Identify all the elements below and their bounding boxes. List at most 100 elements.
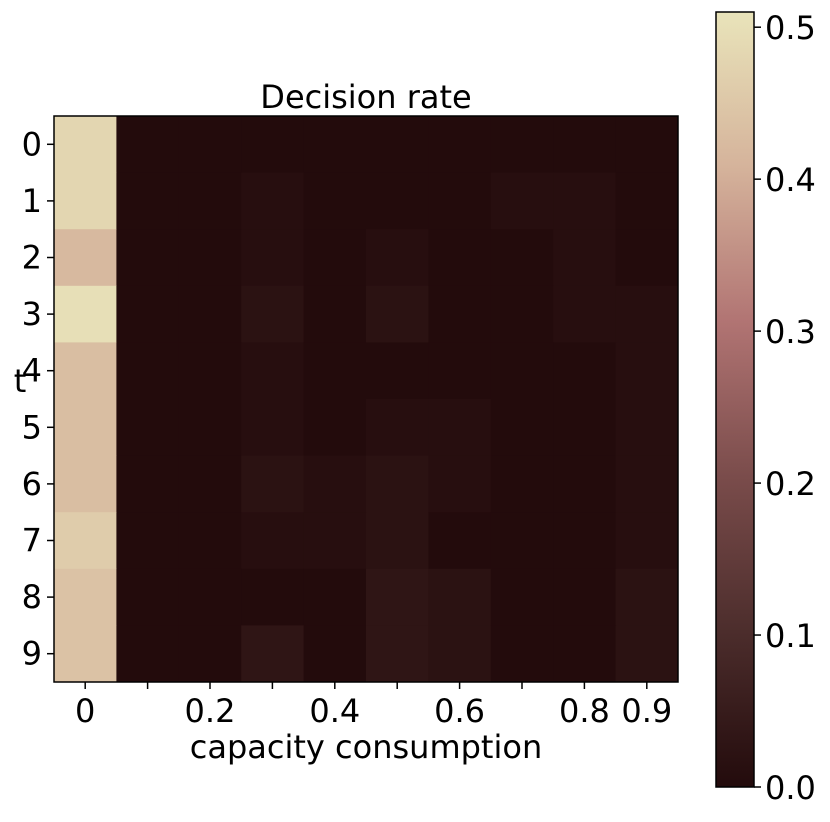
heatmap-cell (366, 399, 429, 457)
heatmap-cell (241, 116, 305, 174)
heatmap-cell (241, 399, 305, 457)
heatmap-cell (490, 399, 554, 457)
heatmap-cell (241, 229, 305, 287)
x-axis-label: capacity consumption (190, 728, 542, 766)
heatmap-cell (615, 342, 679, 400)
heatmap-cell (428, 399, 492, 457)
heatmap-cell (116, 172, 180, 230)
heatmap-cell (490, 229, 554, 287)
heatmap-cell (241, 172, 305, 230)
heatmap-cell (241, 455, 305, 513)
heatmap-cell (490, 116, 554, 174)
heatmap-cell (241, 568, 305, 626)
heatmap-cell (428, 116, 492, 174)
x-tick-label: 0.4 (309, 692, 360, 730)
colorbar-tick-label: 0.5 (765, 9, 816, 47)
heatmap-cell (490, 625, 554, 683)
heatmap-cell (615, 116, 679, 174)
heatmap-cell (490, 342, 554, 400)
chart-title: Decision rate (260, 78, 471, 116)
heatmap-cell (241, 285, 305, 343)
heatmap-cell (303, 172, 367, 230)
heatmap-cell (54, 229, 117, 287)
heatmap-cell (490, 285, 554, 343)
heatmap-cell (428, 625, 492, 683)
heatmap-cell (178, 285, 242, 343)
heatmap-cell (178, 625, 242, 683)
y-tick-label: 3 (22, 295, 42, 333)
heatmap-cell (54, 285, 117, 343)
y-tick-label: 0 (22, 125, 42, 163)
heatmap-cell (241, 512, 305, 570)
x-tick-label: 0 (75, 692, 95, 730)
heatmap-cell (428, 229, 492, 287)
heatmap-cell (303, 229, 367, 287)
heatmap-cell (615, 512, 679, 570)
heatmap-cell (366, 229, 429, 287)
heatmap-cell (366, 342, 429, 400)
heatmap-cell (615, 172, 679, 230)
y-tick-label: 4 (22, 352, 42, 390)
heatmap-cell (615, 625, 679, 683)
heatmap-cell (366, 512, 429, 570)
heatmap-cell (553, 285, 617, 343)
heatmap-cell (303, 568, 367, 626)
y-tick-label: 2 (22, 239, 42, 277)
heatmap-cell (615, 229, 679, 287)
heatmap-cells (54, 116, 679, 683)
heatmap-cell (303, 625, 367, 683)
heatmap-cell (553, 455, 617, 513)
heatmap-cell (116, 625, 180, 683)
y-tick-label: 1 (22, 182, 42, 220)
heatmap-cell (615, 568, 679, 626)
heatmap-cell (615, 455, 679, 513)
heatmap-cell (178, 399, 242, 457)
colorbar (715, 11, 755, 788)
heatmap-cell (366, 455, 429, 513)
colorbar-ticks: 0.0 0.1 0.2 0.3 0.4 0.5 (754, 9, 816, 807)
heatmap-cell (54, 116, 117, 174)
heatmap-cell (428, 342, 492, 400)
heatmap-cell (116, 116, 180, 174)
heatmap-cell (428, 568, 492, 626)
heatmap-cell (553, 342, 617, 400)
heatmap-cell (54, 342, 117, 400)
heatmap-cell (178, 116, 242, 174)
heatmap-cell (366, 285, 429, 343)
heatmap-cell (366, 172, 429, 230)
heatmap-cell (553, 625, 617, 683)
heatmap-cell (553, 512, 617, 570)
heatmap-cell (490, 512, 554, 570)
x-tick-label: 0.6 (434, 692, 485, 730)
y-axis-ticks: 0 1 2 3 4 5 6 7 8 9 (22, 125, 54, 673)
heatmap-cell (116, 512, 180, 570)
heatmap-cell (553, 229, 617, 287)
heatmap-cell (178, 172, 242, 230)
colorbar-tick-label: 0.0 (765, 769, 816, 807)
heatmap-cell (366, 625, 429, 683)
x-tick-label: 0.8 (559, 692, 610, 730)
heatmap-cell (615, 285, 679, 343)
y-tick-label: 6 (22, 465, 42, 503)
heatmap-cell (116, 399, 180, 457)
heatmap-cell (490, 172, 554, 230)
heatmap-cell (615, 399, 679, 457)
heatmap-cell (428, 455, 492, 513)
heatmap-cell (116, 229, 180, 287)
heatmap-cell (428, 512, 492, 570)
y-tick-label: 8 (22, 578, 42, 616)
heatmap-cell (490, 455, 554, 513)
x-tick-label: 0.9 (621, 692, 672, 730)
heatmap-cell (303, 512, 367, 570)
heatmap-cell (54, 455, 117, 513)
x-axis-ticks: 0 0.2 0.4 0.6 0.8 0.9 (75, 682, 672, 730)
heatmap-cell (366, 116, 429, 174)
heatmap-cell (178, 229, 242, 287)
heatmap-cell (428, 172, 492, 230)
heatmap-cell (303, 116, 367, 174)
heatmap-cell (54, 172, 117, 230)
heatmap-cell (490, 568, 554, 626)
heatmap-cell (241, 342, 305, 400)
y-tick-label: 5 (22, 408, 42, 446)
